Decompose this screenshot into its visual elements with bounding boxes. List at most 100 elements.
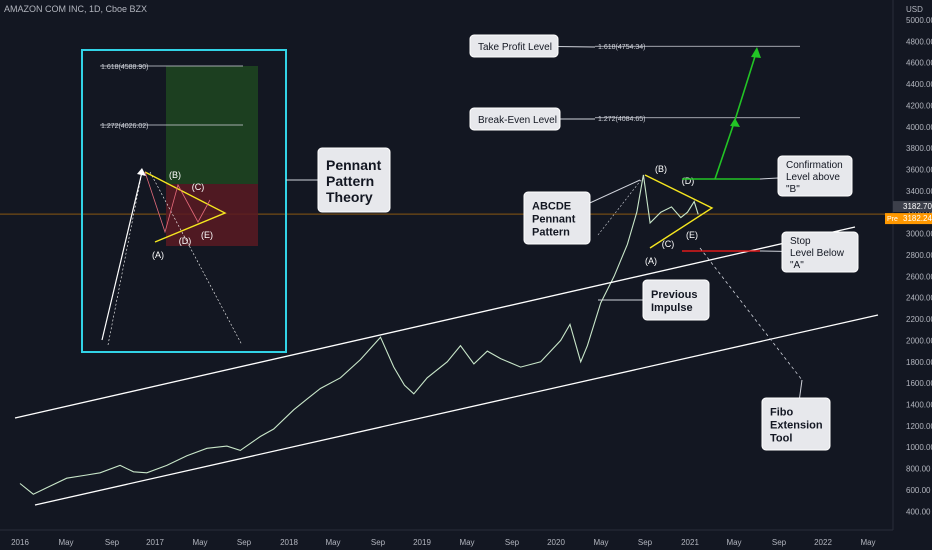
stop-callout-text: Stop — [790, 236, 811, 247]
y-tick-label: 400.00 — [906, 507, 931, 516]
x-tick-label: May — [860, 538, 875, 547]
stop-callout-text: Level Below — [790, 248, 845, 259]
inset-point-label: (B) — [169, 170, 181, 180]
x-tick-label: Sep — [237, 538, 252, 547]
y-tick-label: 3200.00 — [906, 208, 932, 217]
inset-arrow-head — [137, 168, 146, 176]
previous-impulse-callout-text: Previous — [651, 289, 697, 301]
y-tick-label: 1800.00 — [906, 358, 932, 367]
pennant-theory-callout-text: Theory — [326, 189, 373, 205]
pennant-theory-callout-text: Pattern — [326, 173, 374, 189]
inset-impulse-arrow — [101, 171, 143, 341]
inset-pennant-waves — [144, 171, 211, 234]
abcde-callout-text: ABCDE — [532, 201, 571, 213]
y-tick-label: 1600.00 — [906, 379, 932, 388]
pre-market-tag: Pre — [887, 216, 898, 223]
x-tick-label: May — [726, 538, 741, 547]
arrow-head-1 — [730, 118, 740, 127]
price-series-line — [19, 174, 699, 495]
x-tick-label: Sep — [371, 538, 386, 547]
inset-dashed-right — [149, 171, 243, 346]
target-arrow — [714, 49, 758, 180]
y-tick-label: 4400.00 — [906, 80, 932, 89]
x-tick-label: 2018 — [280, 538, 298, 547]
fib-level-label: 1.618(4754.34) — [598, 44, 645, 51]
last-price-badge — [893, 201, 932, 213]
impulse-dashed-line — [597, 174, 646, 236]
upper-channel-line — [14, 226, 856, 419]
inset-point-label: (A) — [152, 250, 164, 260]
fibo-dashed-line — [699, 247, 803, 381]
pennant-pattern — [644, 174, 714, 249]
fibo-callout-text: Extension — [770, 420, 823, 432]
break-even-callout-text: Break-Even Level — [478, 115, 557, 126]
y-tick-label: 4800.00 — [906, 37, 932, 46]
y-tick-label: 2200.00 — [906, 315, 932, 324]
y-tick-label: 4200.00 — [906, 101, 932, 110]
pennant-point-label: (B) — [655, 164, 667, 174]
confirmation-callout-box — [777, 155, 853, 197]
currency-label: USD — [906, 5, 923, 14]
x-tick-label: May — [325, 538, 340, 547]
y-tick-label: 3800.00 — [906, 144, 932, 153]
x-tick-label: 2022 — [814, 538, 832, 547]
last-price-label: 3182.70 — [903, 202, 932, 211]
y-tick-label: 4600.00 — [906, 59, 932, 68]
x-tick-label: 2021 — [681, 538, 699, 547]
confirmation-callout-text: "B" — [786, 184, 800, 195]
abcde-callout-text: Pattern — [532, 227, 570, 239]
pennant-theory-callout-text: Pennant — [326, 157, 382, 173]
abcde-callout-text: Pennant — [532, 214, 576, 226]
inset-loss-zone — [166, 184, 258, 246]
y-tick-label: 3400.00 — [906, 187, 932, 196]
x-tick-label: Sep — [638, 538, 653, 547]
arrow-head-2 — [751, 47, 761, 58]
inset-fib-label: 1.618(4588.90) — [101, 64, 148, 71]
x-tick-label: May — [192, 538, 207, 547]
stop-callout-text: "A" — [790, 260, 804, 271]
pennant-point-label: (C) — [662, 239, 675, 249]
take-profit-callout-box — [469, 34, 559, 58]
y-tick-label: 2800.00 — [906, 251, 932, 260]
y-tick-label: 4000.00 — [906, 123, 932, 132]
lower-channel-line — [34, 314, 879, 506]
inset-box — [81, 49, 287, 353]
fibo-callout-text: Tool — [770, 433, 792, 445]
x-tick-label: May — [593, 538, 608, 547]
y-tick-label: 1000.00 — [906, 443, 932, 452]
x-tick-label: Sep — [505, 538, 520, 547]
x-tick-label: May — [459, 538, 474, 547]
pre-market-badge — [885, 213, 932, 225]
inset-dashed-left — [107, 171, 143, 346]
previous-impulse-callout-text: Impulse — [651, 302, 693, 314]
pennant-point-label: (E) — [686, 230, 698, 240]
y-tick-label: 1400.00 — [906, 400, 932, 409]
break-even-callout-box — [469, 107, 561, 131]
chart-title: AMAZON COM INC, 1D, Cboe BZX — [4, 4, 148, 14]
y-tick-label: 3600.00 — [906, 166, 932, 175]
previous-impulse-callout-box — [642, 279, 710, 321]
inset-pennant — [144, 171, 227, 243]
pre-market-price: 3182.24 — [903, 214, 932, 223]
y-tick-label: 1200.00 — [906, 422, 932, 431]
pennant-theory-callout-box — [317, 147, 391, 213]
confirmation-callout-text: Level above — [786, 172, 840, 183]
y-tick-label: 800.00 — [906, 465, 931, 474]
x-tick-label: May — [58, 538, 73, 547]
y-tick-label: 5000.00 — [906, 16, 932, 25]
inset-fib-label: 1.272(4026.02) — [101, 123, 148, 130]
fibo-callout-text: Fibo — [770, 407, 793, 419]
inset-point-label: (D) — [179, 236, 192, 246]
abcde-callout-box — [523, 191, 591, 245]
x-tick-label: 2020 — [547, 538, 565, 547]
pennant-point-label: (D) — [682, 176, 695, 186]
y-tick-label: 2000.00 — [906, 336, 932, 345]
take-profit-callout-text: Take Profit Level — [478, 42, 552, 53]
x-tick-label: 2019 — [413, 538, 431, 547]
x-tick-label: 2016 — [11, 538, 29, 547]
y-tick-label: 2400.00 — [906, 294, 932, 303]
x-tick-label: 2017 — [146, 538, 164, 547]
stop-callout-box — [781, 231, 859, 273]
fib-level-label: 1.272(4084.65) — [598, 116, 645, 123]
